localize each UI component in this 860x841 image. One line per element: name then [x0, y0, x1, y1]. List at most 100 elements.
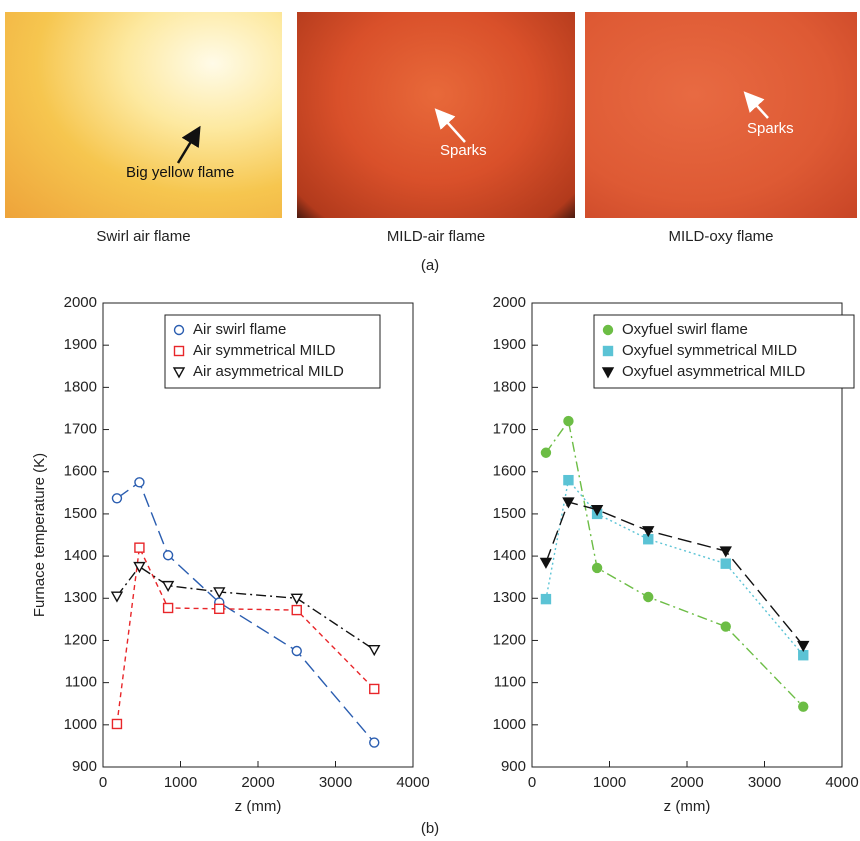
marker: [111, 493, 123, 504]
y-axis-label: Furnace temperature (K): [31, 453, 48, 617]
photo-swirl: [5, 12, 282, 218]
series-line: [116, 565, 375, 651]
marker: [162, 550, 174, 561]
arrow: [434, 108, 466, 143]
marker: [133, 561, 146, 574]
legend-label: Oxyfuel symmetrical MILD: [622, 342, 797, 359]
marker: [369, 683, 380, 695]
marker: [134, 542, 145, 553]
series-line: [116, 481, 375, 743]
marker: [720, 621, 731, 632]
panel-label: (a): [420, 257, 440, 274]
y-tick-label: 1900: [64, 336, 97, 353]
annotation: Sparks: [440, 142, 487, 159]
y-tick-label: 900: [72, 758, 97, 775]
annotation: Big yellow flame: [126, 164, 235, 181]
y-tick-label: 1000: [64, 716, 97, 733]
marker: [172, 367, 186, 379]
marker: [563, 474, 574, 486]
x-axis-label: z (mm): [235, 798, 282, 815]
y-tick-label: 1700: [493, 421, 526, 438]
x-tick-label: 2000: [670, 774, 703, 791]
marker: [162, 602, 174, 614]
marker: [720, 558, 731, 569]
x-tick-label: 1000: [593, 774, 626, 791]
marker: [562, 497, 575, 509]
marker: [111, 718, 123, 730]
marker: [642, 526, 655, 538]
annotation: Sparks: [747, 120, 794, 137]
photo-caption: MILD-air flame: [386, 228, 486, 245]
marker: [540, 593, 552, 605]
x-tick-label: 0: [99, 774, 107, 791]
photo-mild-oxy: [585, 12, 857, 218]
y-tick-label: 1600: [64, 463, 97, 480]
y-tick-label: 1500: [64, 505, 97, 522]
y-tick-label: 1000: [493, 716, 526, 733]
series-line: [545, 501, 804, 646]
x-tick-label: 2000: [241, 774, 274, 791]
legend-label: Oxyfuel swirl flame: [622, 321, 748, 338]
x-tick-label: 3000: [319, 774, 352, 791]
legend-label: Oxyfuel asymmetrical MILD: [622, 363, 806, 380]
x-tick-label: 4000: [825, 774, 858, 791]
y-tick-label: 1400: [493, 547, 526, 564]
marker: [369, 737, 380, 748]
photo-caption: Swirl air flame: [96, 228, 191, 245]
marker: [563, 415, 574, 427]
y-tick-label: 2000: [493, 294, 526, 311]
marker: [798, 701, 809, 712]
legend-box: [164, 314, 381, 389]
x-tick-label: 0: [528, 774, 536, 791]
marker: [368, 645, 381, 657]
y-tick-label: 1100: [65, 674, 97, 691]
marker: [719, 546, 732, 558]
marker: [291, 645, 302, 657]
marker: [602, 345, 614, 357]
marker: [291, 604, 302, 616]
series-line: [116, 545, 375, 725]
marker: [797, 640, 810, 652]
y-tick-label: 1500: [493, 505, 526, 522]
y-tick-label: 900: [501, 758, 526, 775]
y-tick-label: 1300: [64, 589, 97, 606]
series-line: [545, 419, 804, 708]
photo-arrows: [176, 91, 769, 164]
photo-caption: MILD-oxy flame: [668, 228, 774, 245]
marker: [539, 557, 553, 569]
legend-label: Air swirl flame: [193, 321, 286, 338]
marker: [134, 477, 145, 488]
y-tick-label: 1400: [64, 547, 97, 564]
arrow: [743, 91, 769, 119]
arrow: [176, 125, 201, 164]
y-tick-label: 1200: [493, 631, 526, 648]
marker: [643, 591, 654, 603]
x-axis-label: z (mm): [664, 798, 711, 815]
legend-box: [593, 314, 855, 389]
x-tick-label: 1000: [164, 774, 197, 791]
marker: [161, 580, 175, 593]
x-tick-label: 4000: [396, 774, 429, 791]
y-tick-label: 1300: [493, 589, 526, 606]
marker: [798, 650, 809, 661]
marker: [602, 324, 614, 336]
y-tick-label: 1800: [493, 378, 526, 395]
marker: [173, 345, 185, 357]
marker: [173, 324, 185, 336]
y-tick-label: 1800: [64, 378, 97, 395]
marker: [110, 591, 124, 603]
legend-label: Air asymmetrical MILD: [193, 363, 344, 380]
marker: [601, 367, 615, 379]
y-tick-label: 1600: [493, 463, 526, 480]
y-tick-label: 1700: [64, 421, 97, 438]
marker: [540, 447, 552, 458]
legend-label: Air symmetrical MILD: [193, 342, 336, 359]
marker: [591, 562, 603, 574]
y-tick-label: 1200: [64, 631, 97, 648]
panel-label: (b): [420, 820, 440, 837]
marker: [214, 603, 225, 615]
y-tick-label: 1100: [494, 674, 526, 691]
marker: [290, 593, 303, 605]
